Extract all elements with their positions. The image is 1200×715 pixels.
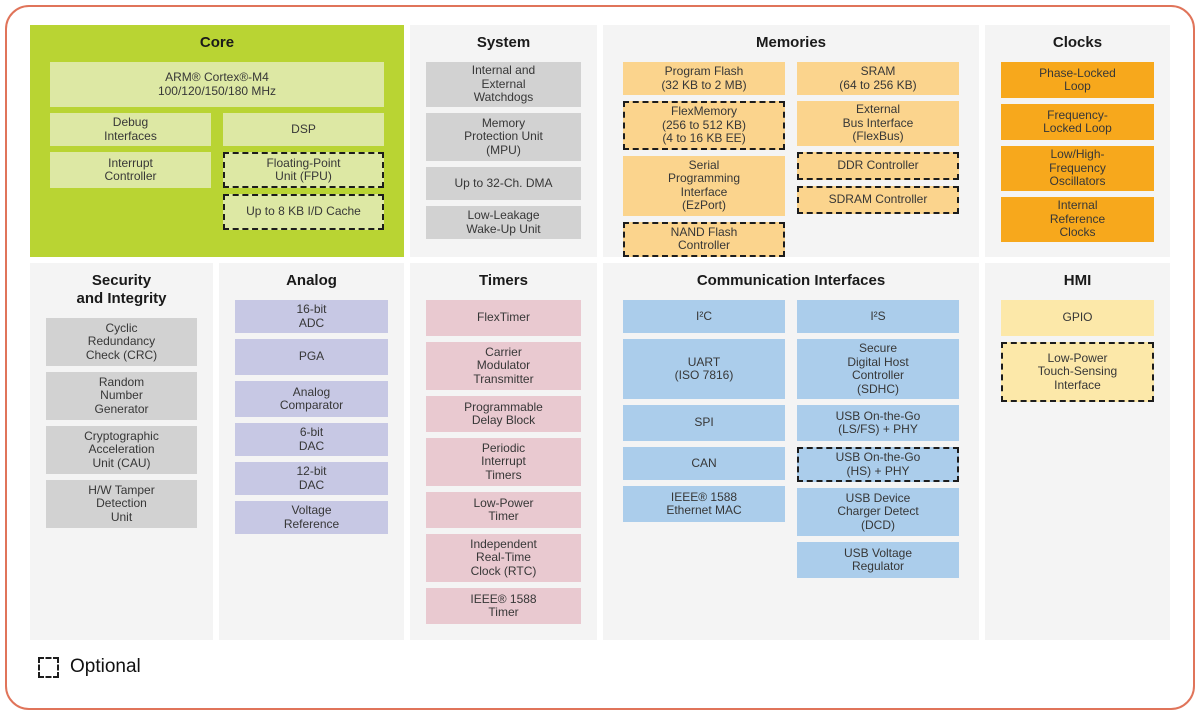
block-nand-flash-controller: NAND Flash Controller	[623, 221, 785, 257]
section-title-memories: Memories	[755, 34, 827, 51]
block-debug-interfaces: Debug Interfaces	[50, 113, 211, 146]
section-title-security: Security and Integrity	[76, 272, 167, 307]
section-title-communication-interfaces: Communication Interfaces	[696, 272, 886, 289]
section-core: Core ARM® Cortex®-M4 100/120/150/180 MHz…	[30, 25, 404, 257]
block-tamper-unit: H/W Tamper Detection Unit	[46, 480, 197, 528]
section-title-core: Core	[199, 34, 235, 51]
block-touch-sensing-interface: Low-Power Touch-Sensing Interface	[1001, 342, 1154, 402]
optional-dashed-swatch-icon	[38, 656, 59, 678]
block-pll: Phase-Locked Loop	[1001, 62, 1154, 98]
block-rng: Random Number Generator	[46, 372, 197, 420]
block-i2s: I²S	[797, 300, 959, 333]
block-programmable-delay-block: Programmable Delay Block	[426, 396, 581, 432]
section-memories: Memories Program Flash (32 KB to 2 MB) F…	[603, 25, 979, 257]
block-dac-12bit: 12-bit DAC	[235, 462, 388, 495]
block-i2c: I²C	[623, 300, 785, 333]
block-adc-16bit: 16-bit ADC	[235, 300, 388, 333]
block-program-flash: Program Flash (32 KB to 2 MB)	[623, 62, 785, 95]
block-mpu: Memory Protection Unit (MPU)	[426, 113, 581, 161]
block-llwu: Low-Leakage Wake-Up Unit	[426, 206, 581, 239]
block-spi: SPI	[623, 405, 785, 441]
section-title-system: System	[476, 34, 531, 51]
block-id-cache: Up to 8 KB I/D Cache	[223, 194, 384, 230]
block-arm-cortex-m4: ARM® Cortex®-M4 100/120/150/180 MHz	[50, 62, 384, 107]
block-watchdogs: Internal and External Watchdogs	[426, 62, 581, 107]
block-ezport: Serial Programming Interface (EzPort)	[623, 155, 785, 216]
block-flexmemory: FlexMemory (256 to 512 KB) (4 to 16 KB E…	[623, 101, 785, 150]
block-flexbus: External Bus Interface (FlexBus)	[797, 101, 959, 146]
section-analog: Analog 16-bit ADC PGA Analog Comparator …	[219, 263, 404, 640]
block-low-power-timer: Low-Power Timer	[426, 492, 581, 528]
block-sram: SRAM (64 to 256 KB)	[797, 62, 959, 95]
section-title-timers: Timers	[479, 272, 528, 289]
block-internal-reference-clocks: Internal Reference Clocks	[1001, 197, 1154, 242]
diagram-outer-border	[5, 5, 1195, 710]
block-rtc: Independent Real-Time Clock (RTC)	[426, 534, 581, 582]
section-title-hmi: HMI	[1063, 272, 1092, 289]
block-voltage-reference: Voltage Reference	[235, 501, 388, 534]
block-cau: Cryptographic Acceleration Unit (CAU)	[46, 426, 197, 474]
block-pga: PGA	[235, 339, 388, 375]
block-interrupt-controller: Interrupt Controller	[50, 152, 211, 188]
block-usb-otg-fs: USB On-the-Go (LS/FS) + PHY	[797, 405, 959, 441]
section-title-analog: Analog	[286, 272, 337, 289]
block-sdram-controller: SDRAM Controller	[797, 186, 959, 214]
block-oscillators: Low/High- Frequency Oscillators	[1001, 146, 1154, 191]
block-analog-comparator: Analog Comparator	[235, 381, 388, 417]
block-sdhc: Secure Digital Host Controller (SDHC)	[797, 339, 959, 399]
block-fll: Frequency- Locked Loop	[1001, 104, 1154, 140]
section-system: System Internal and External Watchdogs M…	[410, 25, 597, 257]
block-ieee-1588-timer: IEEE® 1588 Timer	[426, 588, 581, 624]
block-flextimer: FlexTimer	[426, 300, 581, 336]
block-dsp: DSP	[223, 113, 384, 146]
block-dac-6bit: 6-bit DAC	[235, 423, 388, 456]
section-security: Security and Integrity Cyclic Redundancy…	[30, 263, 213, 640]
block-usb-otg-hs: USB On-the-Go (HS) + PHY	[797, 447, 959, 482]
block-ddr-controller: DDR Controller	[797, 152, 959, 180]
section-hmi: HMI GPIO Low-Power Touch-Sensing Interfa…	[985, 263, 1170, 640]
section-communication-interfaces: Communication Interfaces I²C UART (ISO 7…	[603, 263, 979, 640]
section-title-clocks: Clocks	[1052, 34, 1103, 51]
block-floating-point-unit: Floating-Point Unit (FPU)	[223, 152, 384, 188]
block-uart: UART (ISO 7816)	[623, 339, 785, 399]
block-ethernet-mac: IEEE® 1588 Ethernet MAC	[623, 486, 785, 522]
block-periodic-interrupt-timers: Periodic Interrupt Timers	[426, 438, 581, 486]
block-gpio: GPIO	[1001, 300, 1154, 336]
block-dma: Up to 32-Ch. DMA	[426, 167, 581, 200]
legend-optional: Optional	[38, 656, 141, 678]
block-usb-dcd: USB Device Charger Detect (DCD)	[797, 488, 959, 536]
section-clocks: Clocks Phase-Locked Loop Frequency- Lock…	[985, 25, 1170, 257]
diagram-grid: Core ARM® Cortex®-M4 100/120/150/180 MHz…	[30, 25, 1170, 640]
block-crc: Cyclic Redundancy Check (CRC)	[46, 318, 197, 366]
legend-optional-label: Optional	[70, 656, 141, 677]
section-timers: Timers FlexTimer Carrier Modulator Trans…	[410, 263, 597, 640]
block-can: CAN	[623, 447, 785, 480]
block-carrier-modulator-transmitter: Carrier Modulator Transmitter	[426, 342, 581, 390]
block-usb-voltage-regulator: USB Voltage Regulator	[797, 542, 959, 578]
